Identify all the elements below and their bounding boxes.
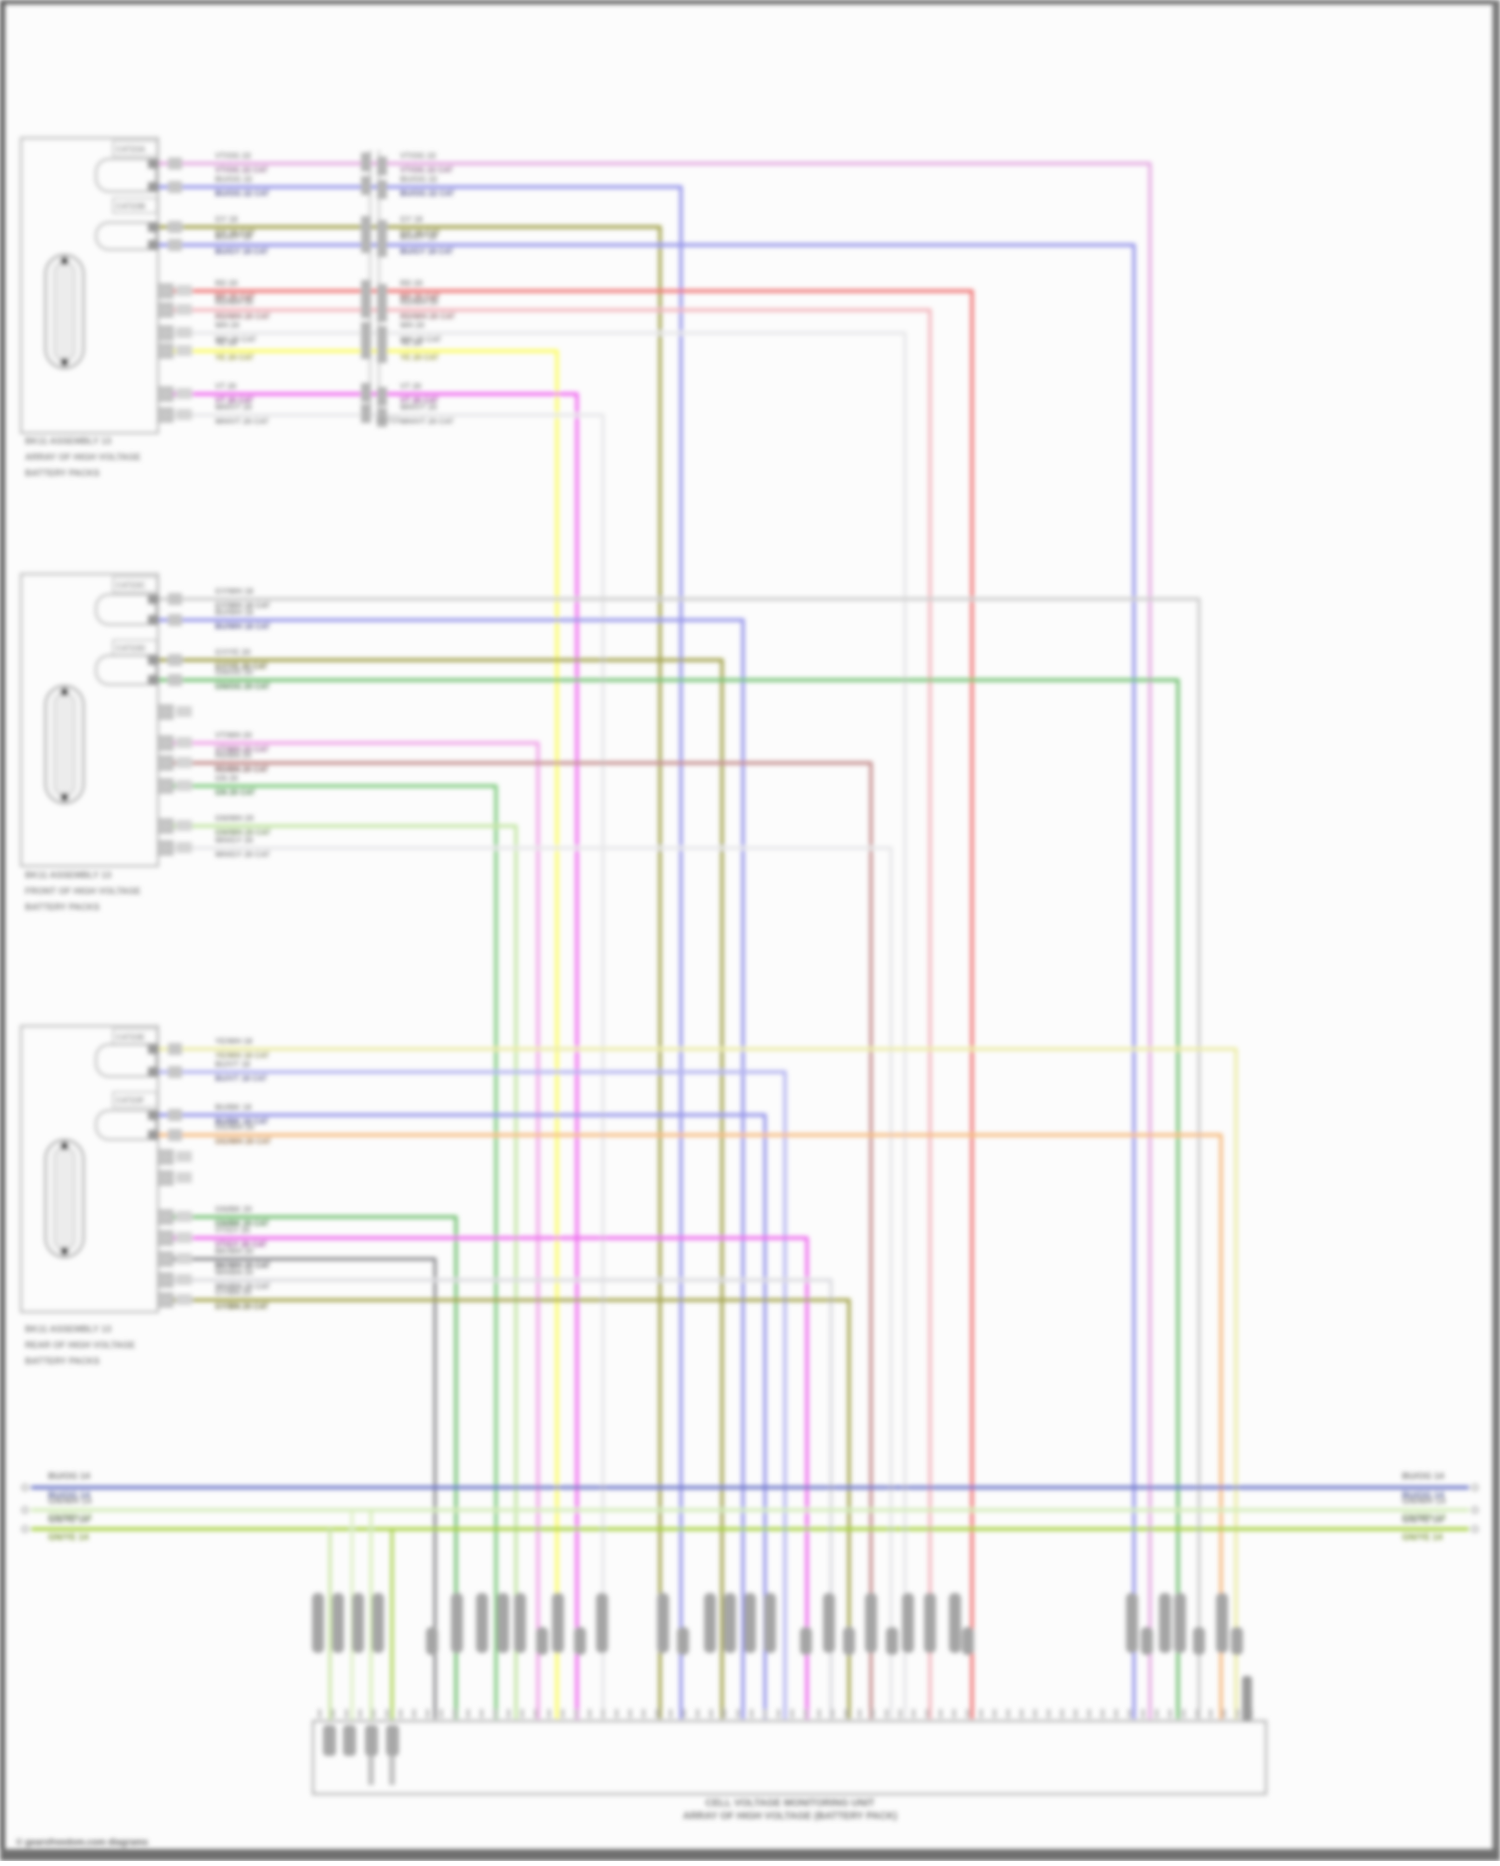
svg-text:GY/YE 20: GY/YE 20 <box>215 648 251 657</box>
svg-text:© gearsfreedom.com diagrams: © gearsfreedom.com diagrams <box>16 1837 148 1847</box>
svg-text:FRONT OF HIGH VOLTAGE: FRONT OF HIGH VOLTAGE <box>25 886 141 896</box>
svg-text:GY 18: GY 18 <box>215 215 238 224</box>
svg-text:GY/BN 20: GY/BN 20 <box>215 1288 252 1297</box>
svg-text:RD/WH 20: RD/WH 20 <box>400 298 439 307</box>
svg-text:BK11 ASSEMBLY 13: BK11 ASSEMBLY 13 <box>25 1324 111 1334</box>
svg-text:BK11 ASSEMBLY 13: BK11 ASSEMBLY 13 <box>25 870 111 880</box>
svg-text:BU/OG 22 C47: BU/OG 22 C47 <box>400 189 455 198</box>
svg-text:YE 20: YE 20 <box>215 339 237 348</box>
svg-text:RD/BN 20 C47: RD/BN 20 C47 <box>215 765 269 774</box>
svg-text:BATTERY PACKS: BATTERY PACKS <box>25 468 100 478</box>
svg-text:VT/OG 22 C47: VT/OG 22 C47 <box>215 166 268 175</box>
svg-text:BU/GY 18 C47: BU/GY 18 C47 <box>215 247 269 256</box>
svg-text:BU/VT 18 C47: BU/VT 18 C47 <box>215 1074 268 1083</box>
svg-text:BU/WH 18: BU/WH 18 <box>215 608 254 617</box>
svg-text:YE/WH 18: YE/WH 18 <box>215 1037 253 1046</box>
svg-text:GY/WH 18: GY/WH 18 <box>215 587 254 596</box>
svg-text:BU/OG 14: BU/OG 14 <box>1402 1471 1444 1481</box>
svg-text:WH 20: WH 20 <box>400 321 425 330</box>
svg-text:BU/OG 22: BU/OG 22 <box>400 175 438 184</box>
svg-text:GN/YE 14: GN/YE 14 <box>48 1515 89 1525</box>
svg-text:C4723B: C4723B <box>116 202 146 211</box>
svg-text:VT 20: VT 20 <box>215 382 237 391</box>
svg-text:C4723F: C4723F <box>116 1096 145 1105</box>
svg-text:VT/WH 20: VT/WH 20 <box>215 731 252 740</box>
svg-text:VT/GY 20: VT/GY 20 <box>215 1226 251 1235</box>
svg-text:VT/OG 22 C47: VT/OG 22 C47 <box>400 166 453 175</box>
svg-text:WH/BN 20: WH/BN 20 <box>215 1268 254 1277</box>
svg-text:BU/OG 14: BU/OG 14 <box>48 1471 90 1481</box>
svg-text:WH/VT 20: WH/VT 20 <box>215 403 252 412</box>
svg-text:GN/OG 20 C47: GN/OG 20 C47 <box>215 682 270 691</box>
svg-text:BU/GY 18: BU/GY 18 <box>400 233 437 242</box>
svg-text:BU/BK 18: BU/BK 18 <box>215 1103 252 1112</box>
svg-text:C4723A: C4723A <box>116 145 146 154</box>
svg-text:ARRAY OF HIGH VOLTAGE (BATTERY: ARRAY OF HIGH VOLTAGE (BATTERY PACK) <box>683 1811 897 1822</box>
svg-text:C4723D: C4723D <box>116 644 146 653</box>
svg-text:BU/GY 18 C47: BU/GY 18 C47 <box>400 247 454 256</box>
svg-text:WH/VT 20 C47: WH/VT 20 C47 <box>400 417 454 426</box>
svg-text:WH/VT 20: WH/VT 20 <box>400 403 437 412</box>
svg-text:GN/WH 14: GN/WH 14 <box>48 1496 92 1506</box>
svg-text:GN/YE 14: GN/YE 14 <box>1402 1515 1443 1525</box>
svg-text:GN/WH 20: GN/WH 20 <box>215 814 254 823</box>
svg-text:RD/WH 20 C47: RD/WH 20 C47 <box>215 312 271 321</box>
svg-text:WH/GY 20: WH/GY 20 <box>215 836 254 845</box>
svg-text:BK/WH 20: BK/WH 20 <box>215 1247 254 1256</box>
svg-text:BATTERY PACKS: BATTERY PACKS <box>25 1356 100 1366</box>
svg-text:VT/OG 22: VT/OG 22 <box>400 152 437 161</box>
svg-text:RD/BN 20: RD/BN 20 <box>215 751 252 760</box>
svg-text:GN/BK 20: GN/BK 20 <box>215 1205 252 1214</box>
svg-text:YE/WH 18 C47: YE/WH 18 C47 <box>215 1051 270 1060</box>
svg-text:C4723: C4723 <box>376 416 400 425</box>
svg-text:BU/OG 22 C47: BU/OG 22 C47 <box>215 189 270 198</box>
svg-text:GN/WH 14: GN/WH 14 <box>1402 1496 1446 1506</box>
svg-text:WH/VT 20 C47: WH/VT 20 C47 <box>215 417 269 426</box>
svg-text:C4723C: C4723C <box>116 581 146 590</box>
svg-text:RD 20: RD 20 <box>400 279 423 288</box>
svg-text:VT 20: VT 20 <box>400 382 422 391</box>
svg-text:ARRAY OF HIGH VOLTAGE: ARRAY OF HIGH VOLTAGE <box>25 452 141 462</box>
svg-text:BU/GY 18: BU/GY 18 <box>215 233 252 242</box>
svg-text:GN/YE 14: GN/YE 14 <box>1402 1532 1443 1542</box>
svg-text:GN 20: GN 20 <box>215 774 239 783</box>
svg-text:VT/OG 22: VT/OG 22 <box>215 152 252 161</box>
svg-text:YE 20 C47: YE 20 C47 <box>400 353 439 362</box>
svg-text:BU/WH 18 C47: BU/WH 18 C47 <box>215 622 271 631</box>
svg-text:YE 20: YE 20 <box>400 339 422 348</box>
svg-text:BU/VT 18: BU/VT 18 <box>215 1060 251 1069</box>
svg-text:GN 20 C47: GN 20 C47 <box>215 788 256 797</box>
svg-text:GN/OG 20: GN/OG 20 <box>215 668 253 677</box>
svg-text:RD/WH 20 C47: RD/WH 20 C47 <box>400 312 456 321</box>
svg-text:C4723E: C4723E <box>116 1033 146 1042</box>
svg-text:OG/WH 20 C47: OG/WH 20 C47 <box>215 1137 272 1146</box>
svg-text:GY/BN 20 C47: GY/BN 20 C47 <box>215 1302 269 1311</box>
svg-text:BATTERY PACKS: BATTERY PACKS <box>25 902 100 912</box>
svg-text:WH 20: WH 20 <box>215 321 240 330</box>
svg-text:BU/OG 22: BU/OG 22 <box>215 175 253 184</box>
svg-text:YE 20 C47: YE 20 C47 <box>215 353 254 362</box>
svg-text:GY 18: GY 18 <box>400 215 423 224</box>
svg-text:REAR OF HIGH VOLTAGE: REAR OF HIGH VOLTAGE <box>25 1340 135 1350</box>
svg-text:CELL VOLTAGE MONITORING UNIT: CELL VOLTAGE MONITORING UNIT <box>705 1798 874 1809</box>
svg-text:OG/WH 20: OG/WH 20 <box>215 1123 255 1132</box>
svg-text:BK11 ASSEMBLY 13: BK11 ASSEMBLY 13 <box>25 436 111 446</box>
svg-text:WH/GY 20 C47: WH/GY 20 C47 <box>215 850 271 859</box>
svg-text:RD/WH 20: RD/WH 20 <box>215 298 254 307</box>
svg-text:RD 20: RD 20 <box>215 279 238 288</box>
svg-text:GN/YE 14: GN/YE 14 <box>48 1532 89 1542</box>
